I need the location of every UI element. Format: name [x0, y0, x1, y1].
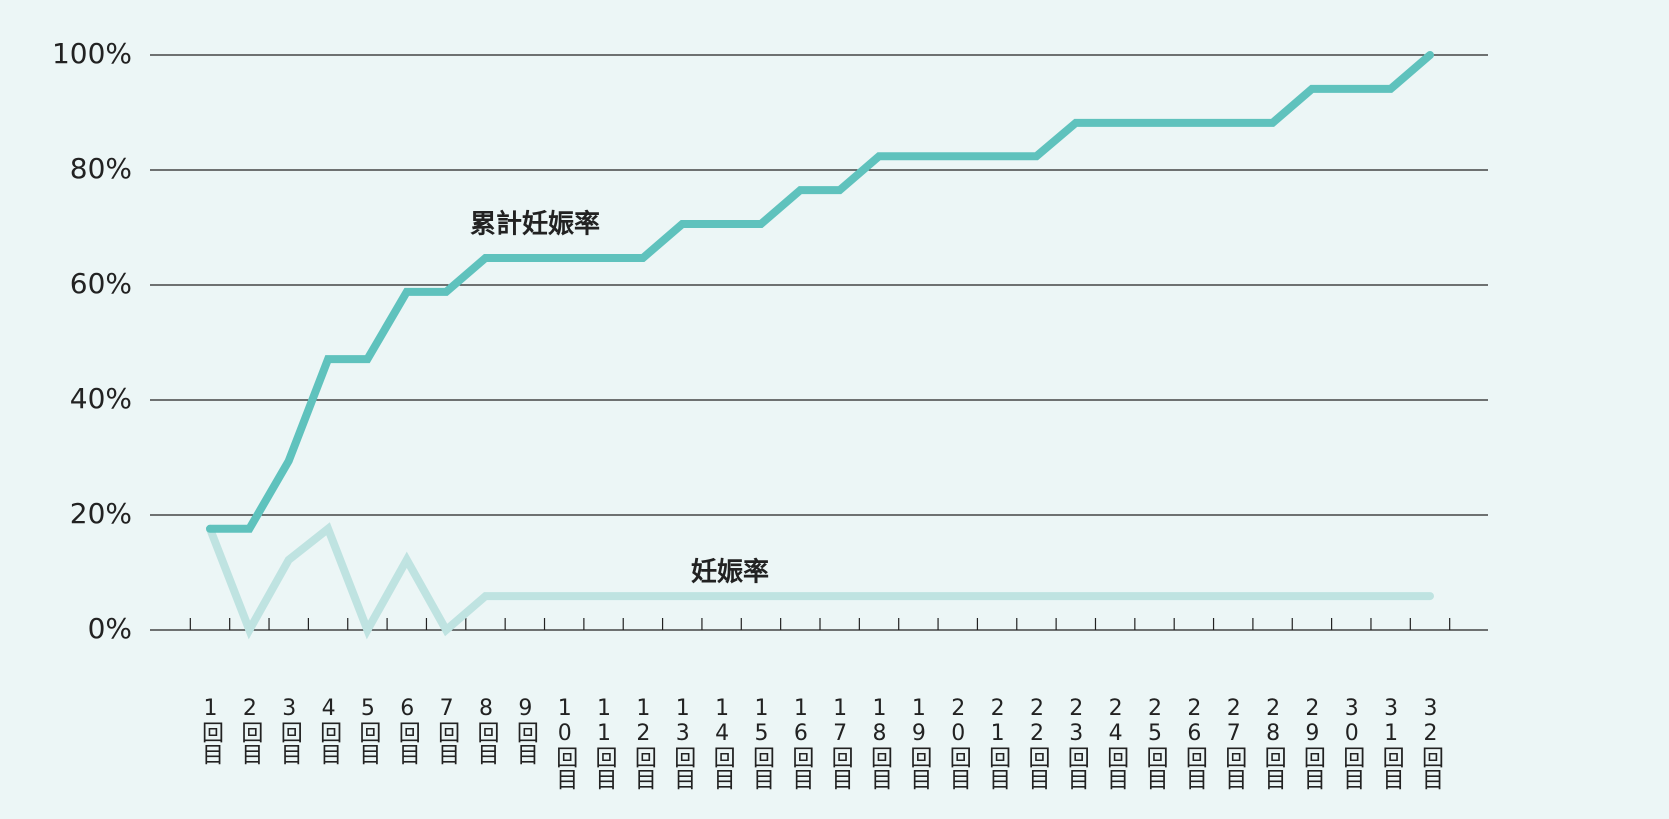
x-tick-label: 16回目 [788, 696, 814, 790]
x-tick-label: 21回目 [985, 696, 1011, 790]
x-tick-label: 14回目 [709, 696, 735, 790]
series-label: 累計妊娠率 [470, 209, 600, 240]
x-tick-label: 23回目 [1063, 696, 1089, 790]
x-tick-label: 8回目 [473, 696, 499, 765]
x-tick-label: 31回目 [1378, 696, 1404, 790]
x-tick-label: 6回目 [394, 696, 420, 765]
x-tick-label: 25回目 [1142, 696, 1168, 790]
series-label: 妊娠率 [691, 557, 769, 588]
x-tick-label: 29回目 [1299, 696, 1325, 790]
x-tick-label: 19回目 [906, 696, 932, 790]
x-tick-label: 18回目 [867, 696, 893, 790]
y-tick-label: 80% [70, 152, 132, 185]
x-tick-label: 30回目 [1339, 696, 1365, 790]
y-tick-label: 40% [70, 382, 132, 415]
y-tick-label: 100% [52, 37, 132, 70]
x-tick-label: 3回目 [276, 696, 302, 765]
x-tick-label: 2回目 [237, 696, 263, 765]
x-tick-label: 27回目 [1221, 696, 1247, 790]
y-tick-label: 60% [70, 267, 132, 300]
x-tick-label: 24回目 [1103, 696, 1129, 790]
x-tick-label: 12回目 [630, 696, 656, 790]
x-tick-label: 28回目 [1260, 696, 1286, 790]
x-tick-label: 1回目 [198, 696, 223, 765]
x-tick-label: 20回目 [945, 696, 971, 790]
x-tick-label: 13回目 [670, 696, 696, 790]
x-tick-label: 32回目 [1418, 696, 1443, 790]
x-tick-label: 4回目 [316, 696, 342, 765]
x-tick-label: 15回目 [748, 696, 774, 790]
y-tick-label: 0% [88, 612, 132, 645]
series-line [206, 522, 1434, 640]
x-tick-label: 7回目 [434, 696, 460, 765]
x-tick-label: 9回目 [512, 696, 538, 765]
x-tick-label: 10回目 [552, 696, 578, 790]
y-tick-label: 20% [70, 497, 132, 530]
x-tick-label: 22回目 [1024, 696, 1050, 790]
series-line [206, 51, 1434, 533]
x-tick-label: 5回目 [355, 696, 381, 765]
x-tick-label: 11回目 [591, 696, 617, 790]
x-tick-label: 17回目 [827, 696, 853, 790]
x-tick-label: 26回目 [1181, 696, 1207, 790]
